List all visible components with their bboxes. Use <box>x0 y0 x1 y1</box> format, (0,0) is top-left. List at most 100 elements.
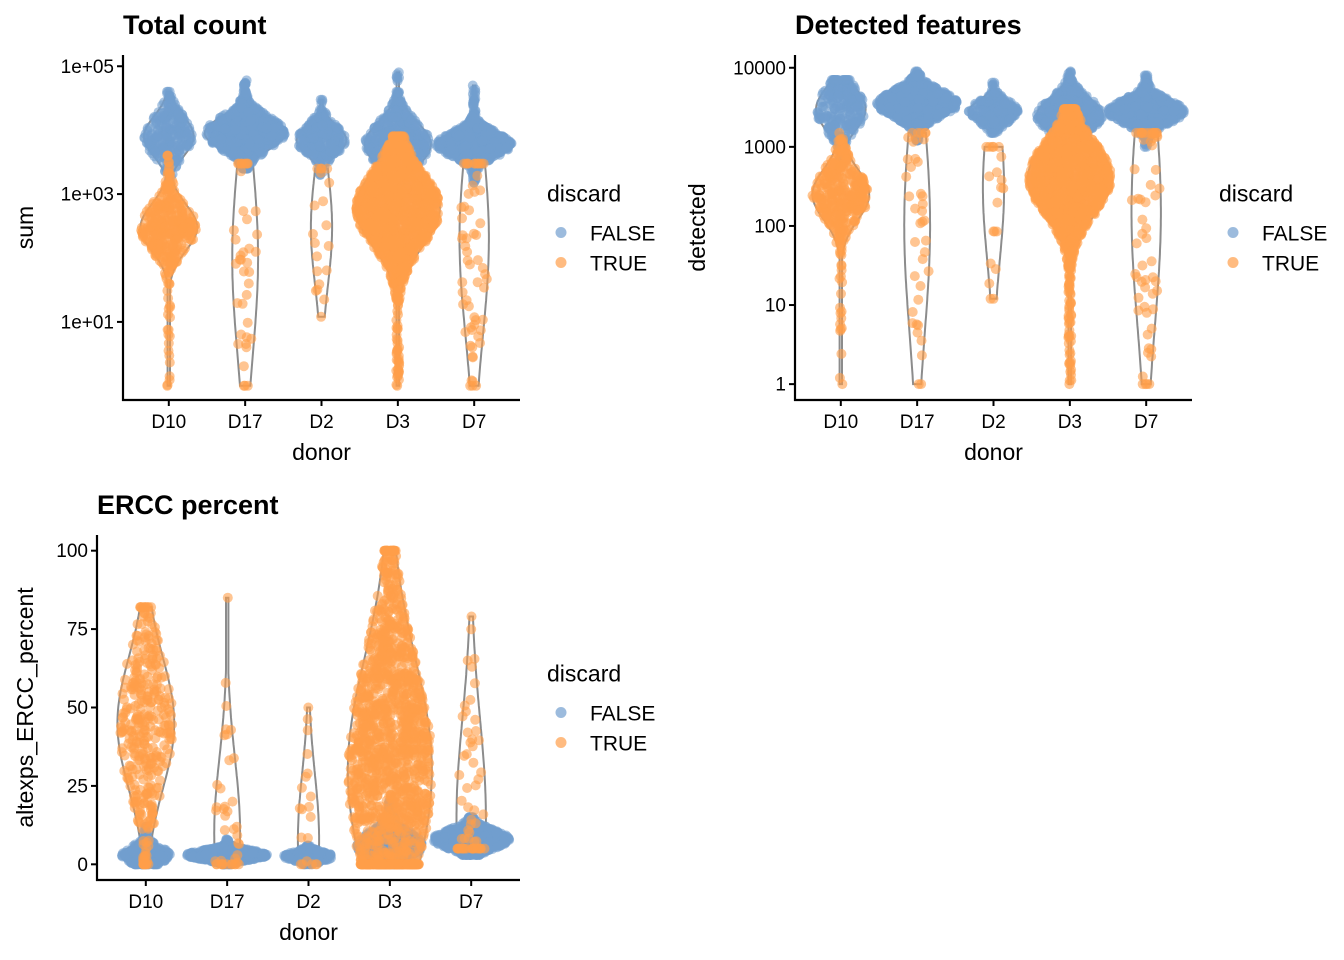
data-point <box>308 229 318 239</box>
data-point <box>173 108 184 119</box>
data-point <box>238 361 249 372</box>
data-point <box>308 133 319 144</box>
data-point <box>457 233 467 244</box>
points-D2-TRUE <box>308 163 335 322</box>
data-point <box>168 118 179 128</box>
x-axis-label: donor <box>292 439 351 465</box>
data-point <box>321 220 332 231</box>
data-point <box>363 143 374 154</box>
x-tick-label: D10 <box>151 412 186 433</box>
data-point <box>160 221 171 232</box>
data-point <box>186 136 197 147</box>
data-point <box>423 197 433 208</box>
data-point <box>158 251 169 262</box>
data-point <box>407 204 418 215</box>
data-point <box>387 112 398 123</box>
data-point <box>360 134 371 145</box>
data-point <box>460 327 471 338</box>
data-point <box>435 144 445 154</box>
data-point <box>140 129 151 140</box>
data-point <box>468 85 479 96</box>
data-point <box>158 143 169 153</box>
data-point <box>175 131 186 141</box>
data-point <box>850 85 861 96</box>
data-point <box>355 186 366 197</box>
data-point <box>252 229 263 240</box>
data-point <box>464 259 475 270</box>
data-point <box>391 322 402 333</box>
x-tick-label: D3 <box>386 412 410 433</box>
legend-key-false <box>555 227 567 238</box>
data-point <box>469 158 480 169</box>
data-point <box>164 371 175 382</box>
data-point <box>331 122 342 133</box>
data-point <box>230 124 241 135</box>
data-point <box>326 139 337 149</box>
data-point <box>163 229 173 240</box>
data-point <box>308 149 319 160</box>
data-point <box>391 254 402 264</box>
data-point <box>158 108 169 119</box>
chart-title: Total count <box>123 10 266 40</box>
points-D3-TRUE <box>351 131 444 391</box>
data-point <box>241 332 252 343</box>
data-point <box>136 222 147 233</box>
data-point <box>479 282 490 293</box>
data-point <box>393 368 404 378</box>
data-point <box>391 334 402 345</box>
data-point <box>309 238 320 248</box>
data-point <box>357 217 368 228</box>
data-point <box>244 138 255 149</box>
data-point <box>832 75 843 85</box>
data-point <box>163 157 174 168</box>
data-point <box>386 164 397 175</box>
data-point <box>457 287 468 298</box>
data-point <box>228 225 239 236</box>
data-point <box>155 200 166 211</box>
data-point <box>388 215 398 226</box>
data-point <box>420 129 431 140</box>
data-point <box>836 288 846 299</box>
data-point <box>454 130 465 141</box>
data-point <box>462 149 473 160</box>
data-point <box>323 241 334 251</box>
data-point <box>225 136 236 146</box>
data-point <box>472 170 483 181</box>
data-point <box>238 247 249 258</box>
data-point <box>178 200 188 211</box>
data-point <box>835 324 846 335</box>
data-point <box>392 72 402 83</box>
data-point <box>243 107 254 117</box>
y-axis-label: sum <box>12 206 38 249</box>
data-point <box>164 331 175 342</box>
data-point <box>475 185 486 196</box>
data-point <box>169 198 179 209</box>
data-point <box>477 135 488 146</box>
data-point <box>397 262 408 273</box>
data-point <box>401 183 412 194</box>
data-point <box>239 158 250 169</box>
data-point <box>297 135 308 146</box>
data-point <box>219 146 230 157</box>
data-point <box>467 351 478 362</box>
data-point <box>314 141 325 152</box>
data-point <box>151 119 162 129</box>
data-point <box>426 222 437 233</box>
data-point <box>319 294 330 305</box>
data-point <box>395 96 406 107</box>
data-point <box>167 216 178 226</box>
data-point <box>162 285 173 296</box>
data-point <box>385 271 396 282</box>
plot-area <box>807 66 1189 390</box>
data-point <box>845 110 856 121</box>
data-point <box>412 181 423 192</box>
data-point <box>175 139 186 150</box>
data-point <box>395 170 406 180</box>
data-point <box>160 121 171 132</box>
x-tick-label: D2 <box>309 412 333 433</box>
data-point <box>384 191 395 202</box>
data-point <box>425 188 436 199</box>
data-point <box>377 129 388 140</box>
